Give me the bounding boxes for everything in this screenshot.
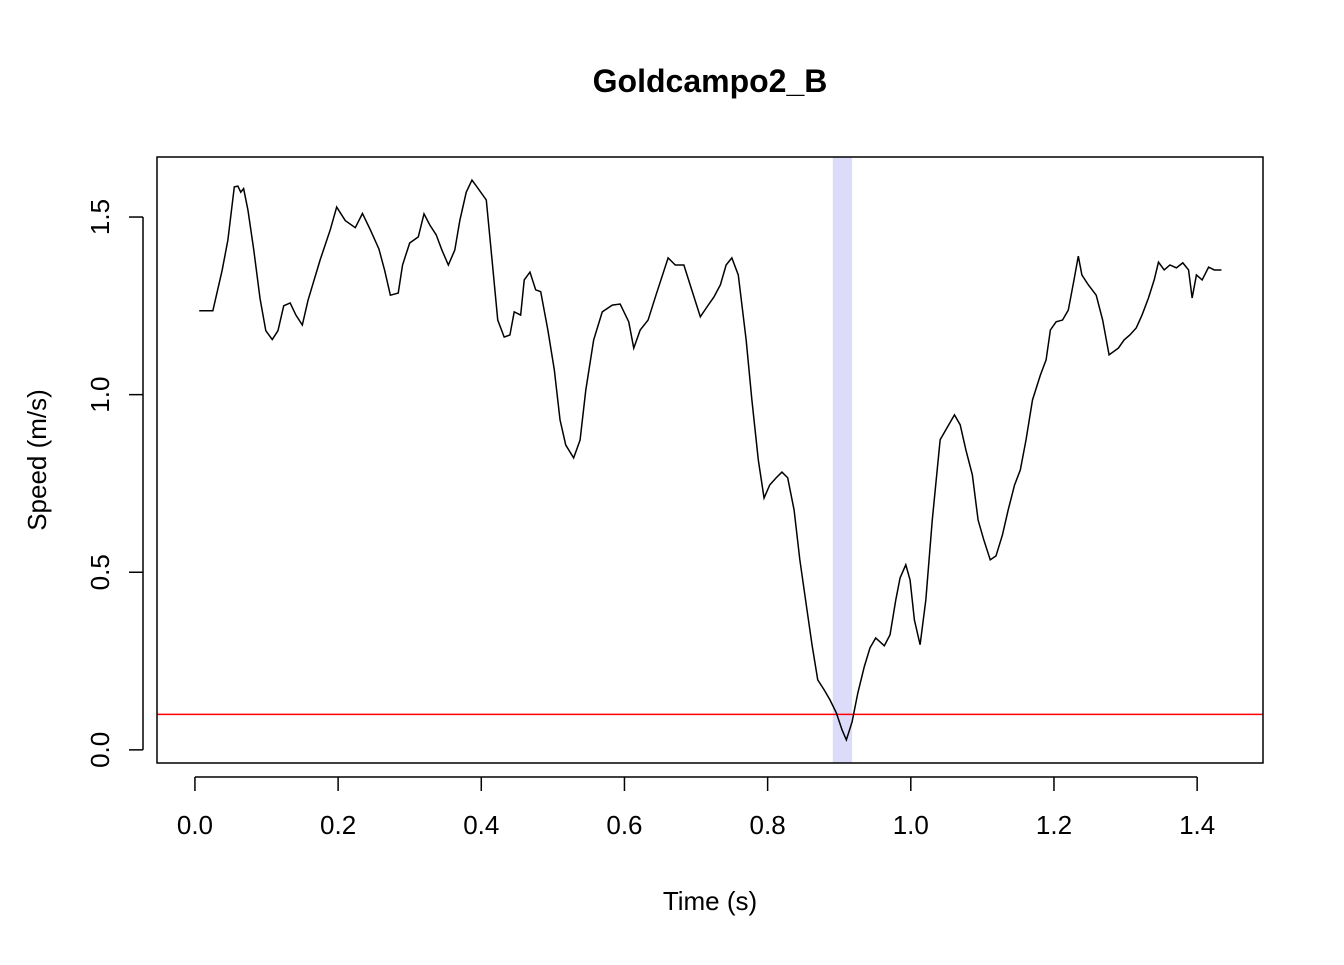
y-tick-label: 1.5 xyxy=(85,199,115,235)
chart-title: Goldcampo2_B xyxy=(593,63,828,99)
x-tick-label: 0.2 xyxy=(320,810,356,840)
plot-frame xyxy=(156,156,1264,764)
x-tick-label: 0.0 xyxy=(177,810,213,840)
x-tick-label: 0.8 xyxy=(750,810,786,840)
x-tick-label: 1.2 xyxy=(1036,810,1072,840)
shaded-region xyxy=(832,157,853,763)
y-tick-label: 1.0 xyxy=(85,377,115,413)
y-tick-label: 0.5 xyxy=(85,554,115,590)
x-tick-label: 1.4 xyxy=(1179,810,1215,840)
y-axis-title: Speed (m/s) xyxy=(22,389,52,531)
x-tick-label: 0.4 xyxy=(463,810,499,840)
x-tick-label: 0.6 xyxy=(606,810,642,840)
x-axis-title: Time (s) xyxy=(663,886,757,916)
x-tick-label: 1.0 xyxy=(893,810,929,840)
data-line xyxy=(199,178,1222,743)
y-tick-label: 0.0 xyxy=(85,732,115,768)
